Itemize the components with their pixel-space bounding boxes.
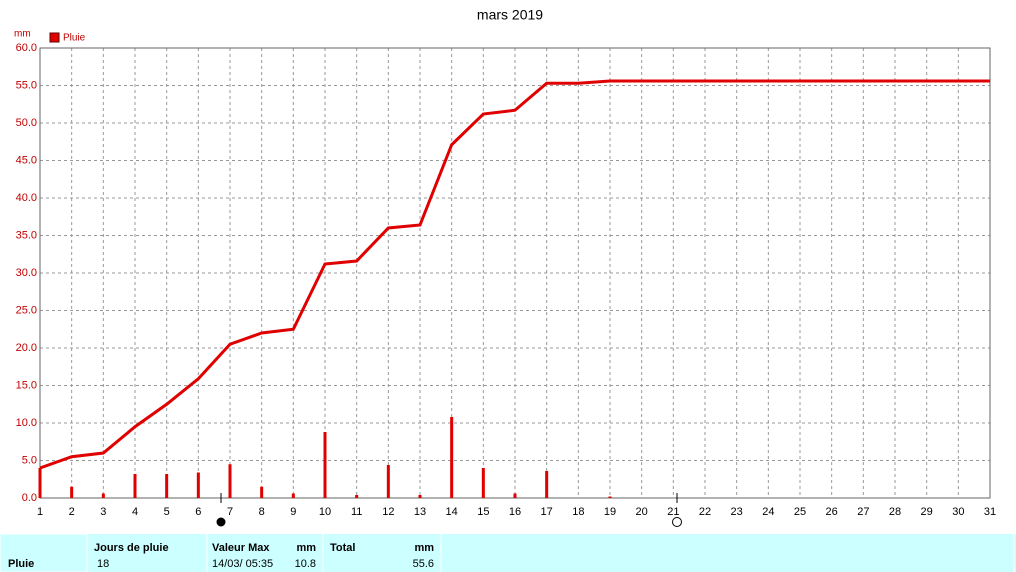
x-tick-label: 9: [290, 506, 296, 518]
x-tick-label: 11: [351, 506, 362, 518]
x-tick-label: 4: [132, 506, 138, 518]
x-tick-label: 19: [604, 506, 616, 518]
x-tick-label: 18: [572, 506, 584, 518]
bar: [513, 493, 517, 498]
table-header: mm: [296, 542, 316, 554]
y-axis-label: mm: [14, 29, 31, 40]
x-tick-label: 15: [477, 506, 489, 518]
table-header: Jours de pluie: [94, 542, 169, 554]
bar: [133, 474, 137, 498]
y-tick-label: 0.0: [22, 492, 37, 504]
x-tick-label: 29: [921, 506, 933, 518]
x-tick-label: 3: [100, 506, 106, 518]
bar: [228, 464, 232, 498]
bar: [196, 472, 200, 498]
x-tick-label: 10: [319, 506, 331, 518]
chart-title: mars 2019: [477, 7, 543, 23]
table-cell: 18: [97, 558, 109, 570]
table-header: mm: [414, 542, 434, 554]
table-cell: Pluie: [8, 558, 34, 570]
bar: [386, 465, 390, 498]
y-tick-label: 15.0: [16, 379, 37, 391]
y-tick-label: 5.0: [22, 454, 37, 466]
table-cell: 55.6: [413, 558, 434, 570]
y-tick-label: 25.0: [16, 304, 37, 316]
y-tick-label: 20.0: [16, 342, 37, 354]
bar: [70, 486, 74, 498]
table-cell: 10.8: [295, 558, 316, 570]
legend-label: Pluie: [63, 33, 86, 44]
x-tick-label: 20: [636, 506, 648, 518]
bar: [608, 496, 612, 498]
x-tick-label: 7: [227, 506, 233, 518]
x-tick-label: 31: [984, 506, 996, 518]
x-tick-label: 16: [509, 506, 521, 518]
bar: [450, 417, 454, 498]
x-tick-label: 13: [414, 506, 426, 518]
moon-new: [216, 517, 226, 527]
table-cell: [0, 533, 88, 572]
y-tick-label: 40.0: [16, 192, 37, 204]
y-tick-label: 50.0: [16, 117, 37, 129]
bar: [418, 495, 422, 498]
x-tick-label: 28: [889, 506, 901, 518]
x-tick-label: 12: [382, 506, 394, 518]
bar: [101, 493, 105, 498]
x-tick-label: 27: [857, 506, 869, 518]
bar: [291, 493, 295, 498]
x-tick-label: 30: [952, 506, 964, 518]
x-tick-label: 21: [667, 506, 679, 518]
x-tick-label: 23: [731, 506, 743, 518]
cumulative-line: [39, 79, 990, 470]
moon-full: [672, 517, 682, 527]
x-tick-label: 1: [37, 506, 43, 518]
y-tick-label: 30.0: [16, 267, 37, 279]
legend-swatch: [49, 32, 60, 43]
bar: [165, 474, 169, 498]
table-header: Valeur Max: [212, 542, 270, 554]
y-tick-label: 45.0: [16, 154, 37, 166]
bar: [481, 468, 485, 498]
x-tick-label: 2: [69, 506, 75, 518]
y-tick-label: 10.0: [16, 417, 37, 429]
bar: [38, 468, 42, 498]
bar: [323, 432, 327, 498]
x-tick-label: 14: [446, 506, 458, 518]
x-tick-label: 22: [699, 506, 711, 518]
y-tick-label: 55.0: [16, 79, 37, 91]
bar: [545, 471, 549, 498]
x-tick-label: 6: [195, 506, 201, 518]
x-tick-label: 25: [794, 506, 806, 518]
x-tick-label: 26: [826, 506, 838, 518]
y-tick-label: 60.0: [16, 42, 37, 54]
y-tick-label: 35.0: [16, 229, 37, 241]
table-bg: [0, 534, 1016, 572]
bar: [355, 495, 359, 498]
table-cell: 14/03/ 05:35: [212, 558, 273, 570]
x-tick-label: 5: [164, 506, 170, 518]
bar: [260, 486, 264, 498]
x-tick-label: 17: [541, 506, 553, 518]
x-tick-label: 24: [762, 506, 774, 518]
table-header: Total: [330, 542, 355, 554]
x-tick-label: 8: [259, 506, 265, 518]
